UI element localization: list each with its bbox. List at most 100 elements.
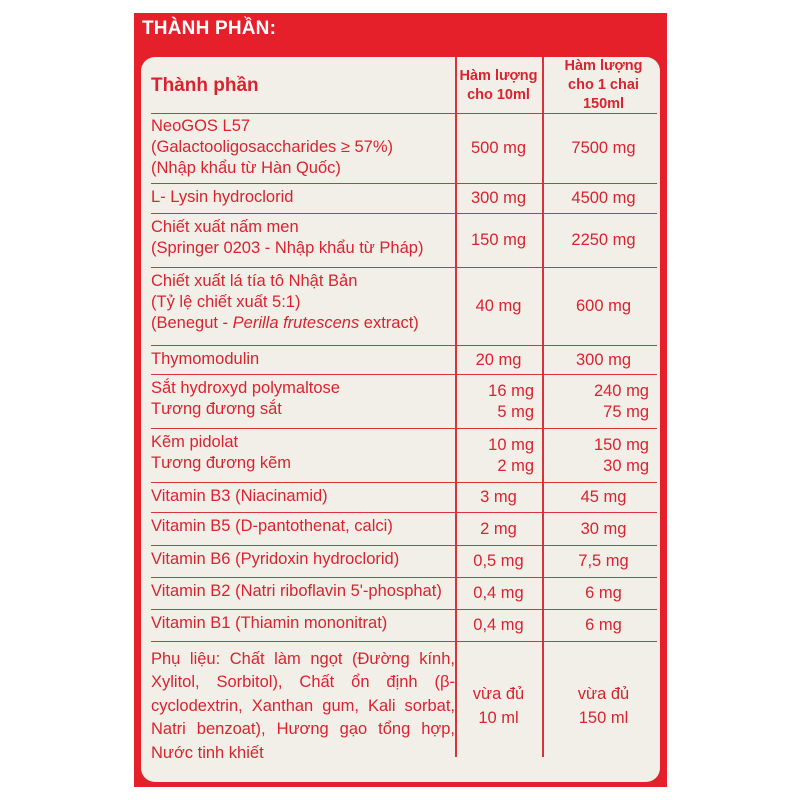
section-title: THÀNH PHẦN: xyxy=(142,18,277,39)
table-row: Chiết xuất nấm men (Springer 0203 - Nhập … xyxy=(151,215,657,268)
header-per-150ml: Hàm lượng cho 1 chai 150ml xyxy=(564,58,643,112)
amount-value: 240 mg xyxy=(593,381,649,400)
ingredient-line: Chiết xuất nấm men xyxy=(151,217,299,236)
ingredient-name: Vitamin B6 (Pyridoxin hydroclorid) xyxy=(151,547,455,578)
ingredient-line: Tương đương sắt xyxy=(151,399,282,418)
column-divider xyxy=(455,57,457,757)
ingredient-name: Kẽm pidolat Tương đương kẽm xyxy=(151,430,455,483)
amount-value: 45 mg xyxy=(580,488,627,507)
amount-value: 500 mg xyxy=(470,139,527,157)
amount-value: 4500 mg xyxy=(571,189,636,208)
amount-value: 0,5 mg xyxy=(473,552,524,571)
amount-value: 2 mg xyxy=(480,519,517,538)
ingredient-line: Sắt hydroxyd polymaltose xyxy=(151,378,340,397)
ingredient-line: (Springer 0203 - Nhập khẩu từ Pháp) xyxy=(151,238,424,257)
amount-per-150ml: 7500 mg xyxy=(542,114,657,183)
amount-per-10ml: 20 mg xyxy=(455,347,542,375)
amount-value: 150 mg xyxy=(470,231,527,250)
amount-per-10ml: 10 mg 2 mg xyxy=(455,430,542,483)
ingredient-line: L- Lysin hydroclorid xyxy=(151,187,294,206)
table-row: Vitamin B1 (Thiamin mononitrat) 0,4 mg 6 m… xyxy=(151,611,657,642)
ingredient-line: (Galactooligosaccharides ≥ 57%) xyxy=(151,138,394,156)
amount-per-150ml: 7,5 mg xyxy=(542,547,657,578)
table-row: Thymomodulin 20 mg 300 mg xyxy=(151,347,657,375)
amount-per-150ml: 4500 mg xyxy=(542,185,657,214)
amount-value: 30 mg xyxy=(603,456,649,475)
amount-per-150ml: 240 mg 75 mg xyxy=(542,376,657,429)
amount-value: vừa đủ xyxy=(577,685,630,704)
ingredient-name: Thymomodulin xyxy=(151,347,455,375)
amount-value: 300 mg xyxy=(575,350,632,369)
table-row: L- Lysin hydroclorid 300 mg 4500 mg xyxy=(151,185,657,214)
ingredients-table: Thành phần Hàm lượng cho 10ml Hàm lượng … xyxy=(141,57,660,782)
ingredient-name: Vitamin B2 (Natri riboflavin 5'-phosphat… xyxy=(151,579,455,610)
amount-value: 20 mg xyxy=(475,350,522,369)
column-divider xyxy=(542,57,544,757)
amount-value: 3 mg xyxy=(480,488,517,507)
amount-value: 30 mg xyxy=(580,519,627,538)
amount-value: 600 mg xyxy=(575,297,632,316)
amount-per-150ml: 6 mg xyxy=(542,611,657,642)
ingredient-name: L- Lysin hydroclorid xyxy=(151,185,455,214)
ingredient-line: Kẽm pidolat xyxy=(151,432,239,451)
table-row: Vitamin B5 (D-pantothenat, calci) 2 mg 30 … xyxy=(151,514,657,546)
table-row: Chiết xuất lá tía tô Nhật Bản (Tỷ lệ chiế… xyxy=(151,269,657,346)
amount-per-150ml: 45 mg xyxy=(542,484,657,513)
amount-value: vừa đủ xyxy=(472,685,525,704)
amount-per-10ml: 0,4 mg xyxy=(455,611,542,642)
amount-per-10ml: 500 mg xyxy=(455,114,542,183)
ingredient-name: Chiết xuất nấm men (Springer 0203 - Nhập … xyxy=(151,215,455,268)
ingredient-line: NeoGOS L57 xyxy=(151,117,251,135)
amount-value: 75 mg xyxy=(603,402,649,421)
amount-value: 0,4 mg xyxy=(473,584,524,603)
ingredient-name: Vitamin B5 (D-pantothenat, calci) xyxy=(151,514,455,546)
table-row: Vitamin B6 (Pyridoxin hydroclorid) 0,5 mg… xyxy=(151,547,657,578)
ingredient-line: Vitamin B6 (Pyridoxin hydroclorid) xyxy=(151,549,400,568)
ingredient-line: Chiết xuất lá tía tô Nhật Bản xyxy=(151,271,358,290)
ingredient-line: Thymomodulin xyxy=(151,349,260,368)
amount-per-10ml: 16 mg 5 mg xyxy=(455,376,542,429)
ingredient-line: Vitamin B5 (D-pantothenat, calci) xyxy=(151,516,393,535)
header-per-10ml: Hàm lượng cho 10ml xyxy=(459,67,538,103)
amount-value: 7500 mg xyxy=(571,139,636,157)
amount-per-150ml: 600 mg xyxy=(542,269,657,346)
ingredient-line: Vitamin B2 (Natri riboflavin 5'-phosphat… xyxy=(151,581,442,600)
amount-value: 7,5 mg xyxy=(578,552,629,571)
amount-per-10ml: vừa đủ 10 ml xyxy=(455,646,542,769)
amount-per-150ml: 30 mg xyxy=(542,514,657,546)
amount-per-150ml: 150 mg 30 mg xyxy=(542,430,657,483)
excipients-text: Phụ liệu: Chất làm ngọt (Đường kính, Xyl… xyxy=(151,649,455,762)
table-row: Kẽm pidolat Tương đương kẽm 10 mg 2 mg 150 m… xyxy=(151,430,657,483)
amount-per-150ml: 300 mg xyxy=(542,347,657,375)
ingredient-name: Chiết xuất lá tía tô Nhật Bản (Tỷ lệ chiế… xyxy=(151,269,455,346)
amount-value: 10 mg xyxy=(488,435,534,454)
table-row: NeoGOS L57 (Galactooligosaccharides ≥ 57%… xyxy=(151,114,657,184)
excipients-row: Phụ liệu: Chất làm ngọt (Đường kính, Xyl… xyxy=(151,646,657,764)
ingredient-line: Vitamin B3 (Niacinamid) xyxy=(151,486,328,505)
amount-value: 16 mg xyxy=(488,381,534,400)
amount-per-150ml: 6 mg xyxy=(542,579,657,610)
amount-per-10ml: 40 mg xyxy=(455,269,542,346)
amount-per-10ml: 300 mg xyxy=(455,185,542,214)
amount-value: 150 ml xyxy=(578,708,629,727)
table-header: Thành phần Hàm lượng cho 10ml Hàm lượng … xyxy=(151,57,657,114)
amount-per-150ml: vừa đủ 150 ml xyxy=(542,646,657,769)
ingredient-line: (Tỷ lệ chiết xuất 5:1) xyxy=(151,292,301,311)
ingredient-line: (Nhập khẩu từ Hàn Quốc) xyxy=(151,159,341,177)
ingredient-name: Vitamin B1 (Thiamin mononitrat) xyxy=(151,611,455,642)
table-row: Vitamin B3 (Niacinamid) 3 mg 45 mg xyxy=(151,484,657,513)
amount-per-150ml: 2250 mg xyxy=(542,215,657,268)
amount-per-10ml: 0,4 mg xyxy=(455,579,542,610)
ingredient-line: Vitamin B1 (Thiamin mononitrat) xyxy=(151,613,388,632)
ingredient-name: NeoGOS L57 (Galactooligosaccharides ≥ 57%… xyxy=(151,114,455,183)
ingredient-line: Tương đương kẽm xyxy=(151,453,292,472)
amount-per-10ml: 150 mg xyxy=(455,215,542,268)
ingredient-name: Sắt hydroxyd polymaltose Tương đương sắt xyxy=(151,376,455,429)
ingredient-line: (Benegut - Perilla frutescens extract) xyxy=(151,313,419,332)
amount-per-10ml: 3 mg xyxy=(455,484,542,513)
amount-value: 10 ml xyxy=(478,708,519,727)
header-ingredient: Thành phần xyxy=(151,74,259,96)
amount-per-10ml: 0,5 mg xyxy=(455,547,542,578)
amount-value: 150 mg xyxy=(593,435,649,454)
amount-value: 40 mg xyxy=(475,297,522,316)
